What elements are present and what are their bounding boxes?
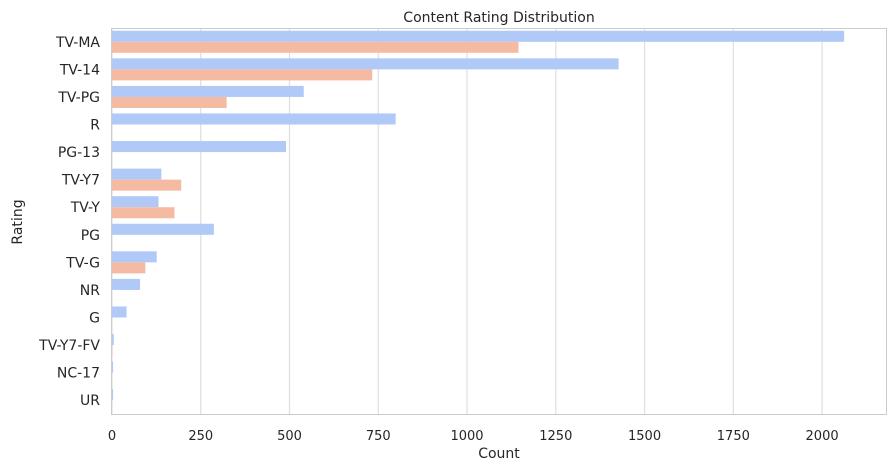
x-tick-label: 1500 <box>628 429 661 444</box>
y-tick-label: TV-G <box>65 255 100 271</box>
y-tick-label: NR <box>80 283 100 299</box>
y-tick-label: NC-17 <box>57 366 100 382</box>
x-tick-label: 500 <box>277 429 302 444</box>
plot-frame <box>111 28 887 415</box>
bar-tv-y7-series-2 <box>112 179 182 191</box>
chart-title: Content Rating Distribution <box>403 10 594 26</box>
bar-tv-ma-series-1 <box>112 30 845 42</box>
y-tick-labels: TV-MA TV-14 TV-PG R PG-13 TV-Y7 TV-Y PG TV-G NR GT… <box>38 35 100 409</box>
x-tick-label: 1000 <box>450 429 483 444</box>
y-tick-label: PG-13 <box>58 145 100 161</box>
bar-tv-y-series-1 <box>112 196 159 208</box>
x-tick-label: 2000 <box>806 429 839 444</box>
x-tick-label: 750 <box>366 429 391 444</box>
x-tick-label: 1250 <box>539 429 572 444</box>
y-tick-label: TV-Y <box>70 200 101 216</box>
bar-tv-y7-fv-series-1 <box>112 334 114 346</box>
bar-tv-pg-series-1 <box>112 85 304 97</box>
bar-ur-series-1 <box>112 389 114 401</box>
y-tick-label: TV-Y7-FV <box>38 338 100 354</box>
y-axis-label: Rating <box>10 199 26 244</box>
x-axis-label: Count <box>478 446 520 462</box>
bar-nc-17-series-1 <box>112 361 114 373</box>
bar-tv-g-series-2 <box>112 262 146 274</box>
bar-tv-14-series-2 <box>112 69 373 81</box>
bar-tv-pg-series-2 <box>112 96 227 108</box>
bar-pg-13-series-1 <box>112 141 286 153</box>
bars <box>112 30 845 401</box>
bar-tv-y-series-2 <box>112 207 175 219</box>
bar-tv-14-series-1 <box>112 58 619 70</box>
bar-tv-ma-series-2 <box>112 41 519 53</box>
bar-nr-series-1 <box>112 278 141 290</box>
x-tick-label: 250 <box>188 429 213 444</box>
bar-g-series-1 <box>112 306 127 318</box>
y-tick-label: TV-PG <box>57 90 100 106</box>
bar-r-series-1 <box>112 113 396 125</box>
y-tick-label: TV-MA <box>55 35 100 51</box>
bar-tv-y7-series-1 <box>112 168 162 180</box>
x-tick-label: 0 <box>108 429 116 444</box>
y-tick-label: R <box>90 118 100 134</box>
y-tick-label: TV-Y7 <box>61 173 100 189</box>
bar-tv-g-series-1 <box>112 251 157 263</box>
x-tick-labels: 0 250 500 750 1000 1250 1500 1750 2000 <box>108 429 839 444</box>
y-tick-label: PG <box>81 228 100 244</box>
y-tick-label: TV-14 <box>59 62 100 78</box>
y-tick-label: G <box>89 311 100 327</box>
y-tick-label: UR <box>80 393 100 409</box>
bar-pg-series-1 <box>112 223 214 235</box>
x-tick-label: 1750 <box>717 429 750 444</box>
